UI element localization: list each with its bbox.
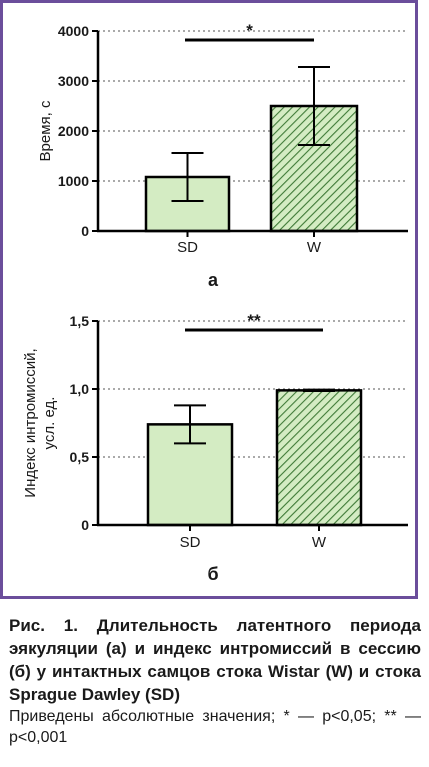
figure-charts: SD W 0 1000 2000 3000 4000 Время, с * а SD W 0 0,5 1,…	[22, 21, 408, 584]
caption-note: Приведены абсолютные значения; * — p<0,0…	[9, 708, 421, 746]
x-tick-label: W	[307, 239, 322, 256]
y-tick-label: 1000	[58, 173, 89, 189]
y-axis-label-line: Индекс интромиссий,	[22, 348, 39, 497]
significance-marker: *	[246, 21, 253, 40]
chart-panel-b: SD W 0 0,5 1,0 1,5 Индекс интромиссий, усл. ед.…	[22, 311, 408, 584]
y-axis-label-line: усл. ед.	[41, 397, 58, 450]
y-axis-label-line: Время, с	[37, 100, 54, 161]
y-tick-label: 1,0	[70, 381, 90, 397]
significance-marker: **	[247, 311, 261, 330]
bar-w	[275, 389, 363, 527]
figure-frame	[0, 0, 418, 599]
y-tick-label: 0	[81, 517, 89, 533]
panel-label: а	[208, 270, 219, 290]
panel-label: б	[207, 564, 218, 584]
chart-panel-a: SD W 0 1000 2000 3000 4000 Время, с * а	[37, 21, 408, 290]
y-tick-label: 4000	[58, 23, 89, 39]
caption-title: Рис. 1. Длительность латентного периода …	[9, 616, 421, 704]
y-tick-label: 0	[81, 223, 89, 239]
x-tick-label: W	[312, 534, 327, 551]
figure-caption: Рис. 1. Длительность латентного периода …	[9, 614, 421, 748]
y-axis-label: Индекс интромиссий, усл. ед.	[22, 348, 58, 497]
y-tick-label: 3000	[58, 73, 89, 89]
y-tick-label: 0,5	[70, 449, 90, 465]
y-tick-label: 2000	[58, 123, 89, 139]
y-tick-label: 1,5	[70, 313, 90, 329]
x-tick-label: SD	[177, 239, 198, 256]
y-axis-label: Время, с	[37, 100, 54, 161]
x-tick-label: SD	[180, 534, 201, 551]
